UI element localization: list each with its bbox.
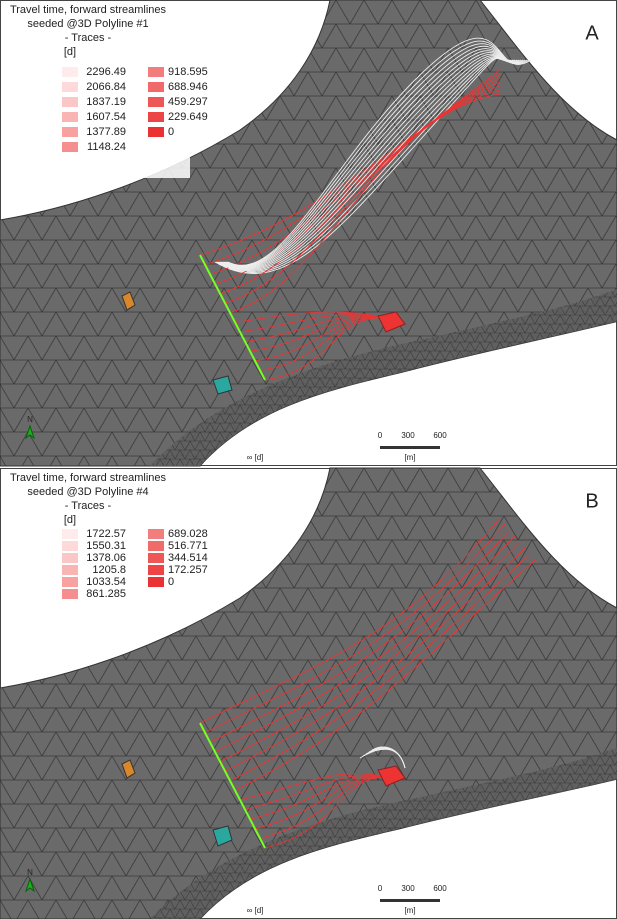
legend-swatch [148,541,164,551]
scale-unit: [m] [404,906,415,915]
legend-swatch [62,565,78,575]
legend-value: 172.257 [168,564,208,576]
legend-swatch [62,589,78,599]
legend-swatch [148,97,164,107]
legend-value: 2066.84 [86,81,126,93]
scale-tick-label: 600 [433,431,447,440]
legend-title: Travel time, forward streamlines [10,4,167,16]
legend-value: 0 [168,576,174,588]
legend-title: seeded @3D Polyline #4 [27,486,148,498]
legend-value: 1033.54 [86,576,126,588]
legend-swatch [148,82,164,92]
north-label: N [27,415,33,424]
legend-swatch [148,565,164,575]
legend-value: 918.595 [168,66,208,78]
legend-value: 861.285 [86,588,126,600]
scale-unit: [m] [404,453,415,462]
legend-swatch [148,577,164,587]
scale-tick-label: 0 [378,431,383,440]
scale-tick-label: 300 [401,884,415,893]
figure: Travel time, forward streamlines seeded @… [0,0,617,919]
legend-value: 229.649 [168,111,208,123]
legend-title: - Traces - [65,32,112,44]
legend-swatch [62,142,78,152]
scale-tick-label: 0 [378,884,383,893]
legend-value: 1148.24 [87,141,126,153]
legend-swatch [62,541,78,551]
legend-value: 688.946 [168,81,208,93]
legend-value: 344.514 [168,552,208,564]
legend-value: 1550.31 [86,540,126,552]
scale-tick-label: 300 [401,431,415,440]
legend-swatch [148,67,164,77]
legend-value: 1607.54 [86,111,126,123]
legend-swatch [62,97,78,107]
legend-value: 2296.49 [86,66,126,78]
legend-value: 459.297 [168,96,208,108]
legend-value: 1378.06 [86,552,126,564]
legend-swatch [62,112,78,122]
legend-swatch [148,529,164,539]
legend-value: 689.028 [168,528,208,540]
legend-value: 516.771 [168,540,208,552]
legend-value: 1377.89 [86,126,126,138]
legend-swatch [148,553,164,563]
legend-swatch [62,529,78,539]
panel-label: B [585,490,598,512]
legend-title: - Traces - [65,500,112,512]
infinity-label: ∞ [d] [247,906,264,915]
infinity-label: ∞ [d] [247,453,264,462]
legend-swatch [62,577,78,587]
legend-swatch [148,127,164,137]
panel-label: A [585,22,599,44]
legend-value: 1837.19 [86,96,126,108]
legend-unit: [d] [64,46,76,58]
legend-unit: [d] [64,514,76,526]
legend-value: 0 [168,126,174,138]
legend-title: Travel time, forward streamlines [10,472,167,484]
legend-swatch [62,67,78,77]
scale-tick-label: 600 [433,884,447,893]
scale-bar [380,899,440,902]
legend-swatch [148,112,164,122]
legend-value: 1205.8 [92,564,126,576]
panel: Travel time, forward streamlines seeded @… [0,468,617,919]
scale-bar [380,446,440,449]
legend-value: 1722.57 [86,528,126,540]
legend-swatch [62,82,78,92]
legend-title: seeded @3D Polyline #1 [27,18,148,30]
legend-swatch [62,127,78,137]
legend-swatch [62,553,78,563]
panel: Travel time, forward streamlines seeded @… [0,0,617,466]
north-label: N [27,868,33,877]
